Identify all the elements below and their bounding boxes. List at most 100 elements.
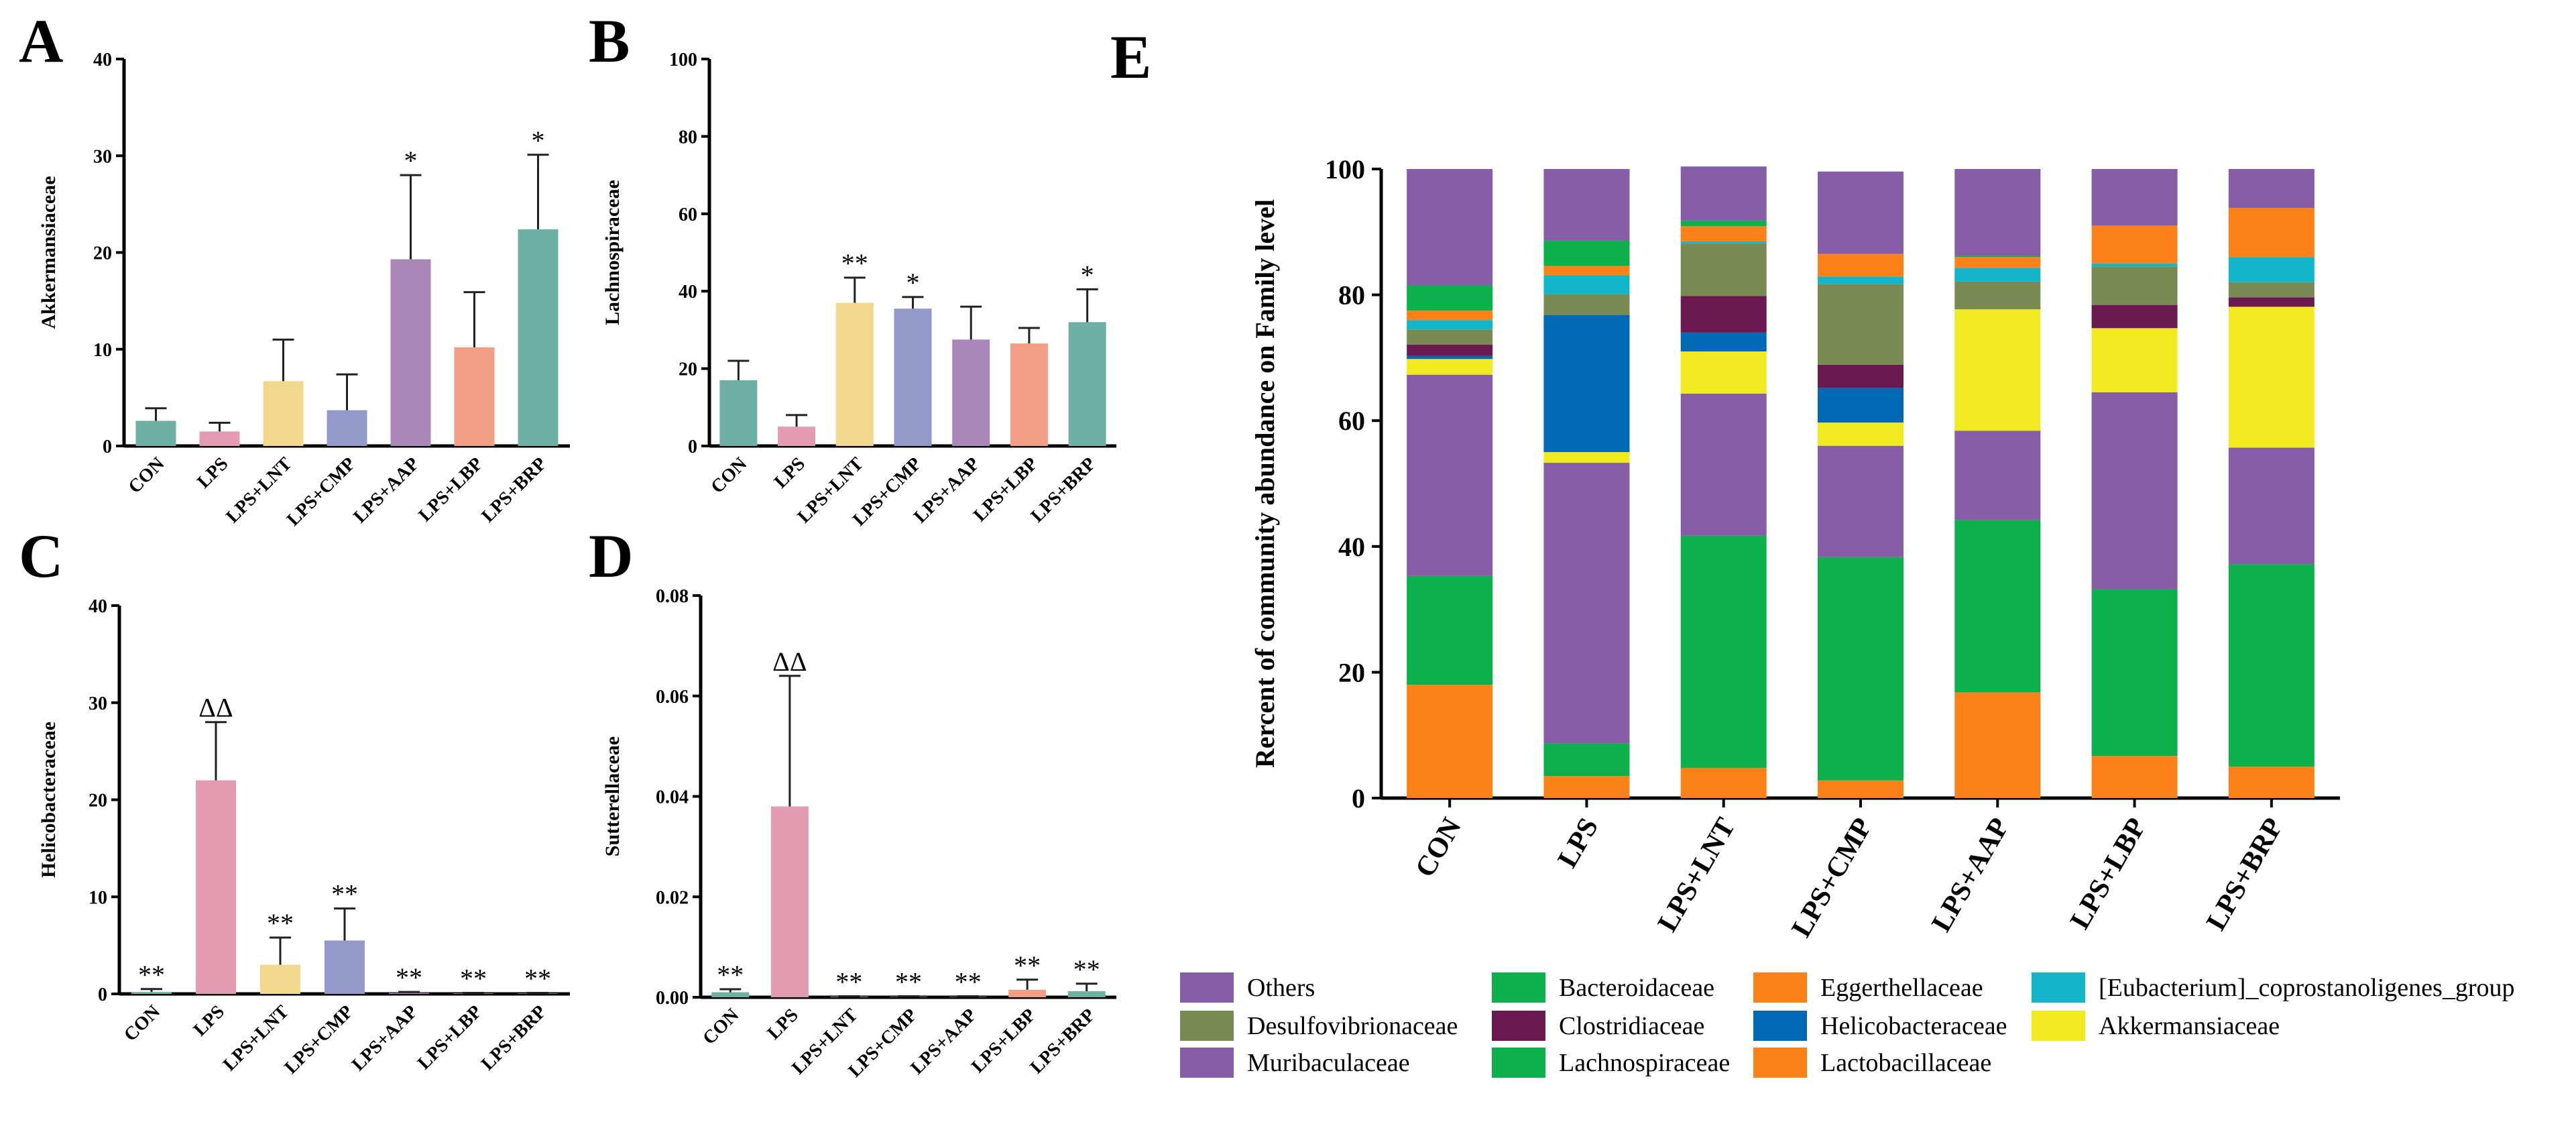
significance-lps-lbp: ** xyxy=(460,964,487,994)
stack-lps-lactobacillaceae xyxy=(1543,776,1630,798)
stack-lps-aap-bacteroidaceae xyxy=(1954,256,2041,258)
stack-con-others xyxy=(1407,169,1493,286)
stack-lps-lnt-eggerthellaceae xyxy=(1680,226,1767,241)
stack-lps-aap-muribaculaceae xyxy=(1954,431,2041,520)
y-tick-label: 20 xyxy=(1338,657,1365,687)
stack-lps-cmp-desulfovibrionaceae xyxy=(1818,284,1904,365)
y-axis-title: Helicobacteraceae xyxy=(38,722,60,878)
x-tick-label-lps-aap: LPS+AAP xyxy=(348,1001,422,1075)
stack-lps-brp-others xyxy=(2228,169,2315,209)
x-tick-label-lps: LPS xyxy=(190,1001,229,1040)
stack-lps-lbp-lachnospiraceae-cap xyxy=(2091,328,2178,392)
stack-lps-lnt-lachnospiraceae-cap xyxy=(1680,351,1767,394)
x-tick-label-lps-lbp: LPS+LBP xyxy=(414,453,487,526)
y-tick-label: 0 xyxy=(103,437,112,457)
bar-con xyxy=(711,992,750,997)
x-tick-label-lps-brp: LPS+BRP xyxy=(477,1001,550,1074)
significance-lps: ΔΔ xyxy=(772,647,807,677)
y-tick-label: 0.02 xyxy=(656,887,689,908)
bar-lps-lnt xyxy=(835,302,874,446)
panel-letter-e: E xyxy=(1110,23,1151,91)
stack-lps-lnt-muribaculaceae xyxy=(1680,393,1767,536)
stack-con-desulfovibrionaceae xyxy=(1407,329,1493,345)
bar-lps-brp xyxy=(518,229,559,446)
legend-swatch-muribaculaceae xyxy=(1180,1048,1234,1078)
legend-swatch-lachnospiraceae xyxy=(1492,1048,1545,1078)
legend-label-others: Others xyxy=(1247,974,1315,1002)
stack-lps-lnt-others xyxy=(1680,166,1767,221)
stack-lps-lbp-eubacterium-coprostanoligenes-group xyxy=(2091,263,2178,267)
stack-lps-aap-eubacterium-coprostanoligenes-group xyxy=(1954,268,2041,282)
bar-lps xyxy=(770,806,809,997)
panel-letter-b: B xyxy=(589,7,630,75)
stack-con-clostridiaceae xyxy=(1407,344,1493,356)
stack-lps-cmp-lachnospiraceae-cap xyxy=(1818,423,1904,446)
bar-lps-cmp xyxy=(894,308,932,446)
significance-lps: ΔΔ xyxy=(198,693,233,723)
stack-lps-aap-lachnospiraceae-cap xyxy=(1954,309,2041,431)
stack-con-bacteroidaceae xyxy=(1407,285,1493,311)
stack-lps-brp-eggerthellaceae xyxy=(2228,208,2315,258)
significance-lps-lnt: ** xyxy=(835,967,862,997)
legend-label-bacteroidaceae: Bacteroidaceae xyxy=(1559,974,1714,1002)
y-tick-label: 100 xyxy=(1325,154,1365,184)
significance-lps-cmp: ** xyxy=(331,879,358,909)
stack-lps-cmp-lachnospiraceae xyxy=(1818,557,1904,781)
stack-lps-brp-lachnospiraceae xyxy=(2228,564,2315,767)
stack-lps-muribaculaceae xyxy=(1543,463,1630,744)
legend-swatch-helicobacteraceae xyxy=(1753,1011,1807,1041)
y-tick-label: 40 xyxy=(89,596,107,617)
bar-con xyxy=(719,380,758,446)
stack-lps-lachnospiraceae-cap xyxy=(1543,452,1630,463)
bar-con xyxy=(131,992,172,994)
x-tick-label-lps: LPS xyxy=(764,1005,803,1044)
legend-swatch-clostridiaceae xyxy=(1492,1011,1545,1041)
bar-lps-lbp xyxy=(454,347,495,446)
y-tick-label: 40 xyxy=(1338,532,1365,562)
legend-label-muribaculaceae: Muribaculaceae xyxy=(1247,1049,1410,1077)
y-tick-label: 20 xyxy=(679,359,697,380)
legend-swatch-lactobacillaceae xyxy=(1753,1048,1807,1078)
y-tick-label: 60 xyxy=(1338,406,1365,436)
panel-letter-c: C xyxy=(19,522,63,590)
stack-lps-lnt-eubacterium-coprostanoligenes-group xyxy=(1680,241,1767,243)
stack-lps-lbp-muribaculaceae xyxy=(2091,392,2178,590)
stack-con-eggerthellaceae xyxy=(1407,311,1493,321)
stack-lps-cmp-helicobacteraceae xyxy=(1818,388,1904,423)
significance-con: ** xyxy=(138,960,165,990)
x-tick-label-lps-lbp: LPS+LBP xyxy=(414,1001,486,1074)
y-tick-label: 0.04 xyxy=(656,787,689,808)
y-tick-label: 0 xyxy=(98,985,107,1005)
y-tick-label: 10 xyxy=(93,340,112,361)
stack-lps-lbp-clostridiaceae xyxy=(2091,304,2178,329)
legend-swatch-others xyxy=(1180,972,1234,1003)
y-tick-label: 40 xyxy=(93,50,112,70)
stack-con-eubacterium-coprostanoligenes-group xyxy=(1407,320,1493,330)
bar-lps-aap xyxy=(389,993,429,994)
bar-lps xyxy=(199,431,240,446)
x-tick-label-lps: LPS xyxy=(1552,813,1604,873)
legend-label-desulfovibrionaceae: Desulfovibrionaceae xyxy=(1247,1012,1458,1040)
significance-lps-aap: * xyxy=(404,146,418,176)
significance-lps-brp: ** xyxy=(524,964,551,994)
stack-lps-cmp-eubacterium-coprostanoligenes-group xyxy=(1818,276,1904,284)
bar-lps-lnt xyxy=(260,964,300,994)
x-tick-label-lps-cmp: LPS+CMP xyxy=(283,453,360,530)
stack-lps-lnt-helicobacteraceae xyxy=(1680,332,1767,352)
significance-lps-lnt: ** xyxy=(841,248,868,278)
bar-lps-brp xyxy=(1067,991,1106,997)
x-tick-label-con: CON xyxy=(699,1005,743,1049)
significance-lps-lbp: ** xyxy=(1014,950,1041,980)
y-tick-label: 20 xyxy=(89,791,107,811)
panel-d: D 0.00 0.02 0.04 0.06 0.08 Sutterellaceae ** CON… xyxy=(589,522,1116,1082)
stack-lps-lnt-lactobacillaceae xyxy=(1680,767,1767,798)
stack-lps-helicobacteraceae xyxy=(1543,315,1630,453)
legend-label-clostridiaceae: Clostridiaceae xyxy=(1559,1012,1704,1040)
legend-label-eggerthellaceae: Eggerthellaceae xyxy=(1820,974,1983,1002)
stack-con-lactobacillaceae xyxy=(1407,685,1493,798)
significance-lps-lnt: ** xyxy=(267,908,294,938)
legend-swatch-eggerthellaceae xyxy=(1753,972,1807,1003)
panel-e: E 0 20 40 60 80 100 Rercent of community abunda… xyxy=(1110,23,2340,942)
